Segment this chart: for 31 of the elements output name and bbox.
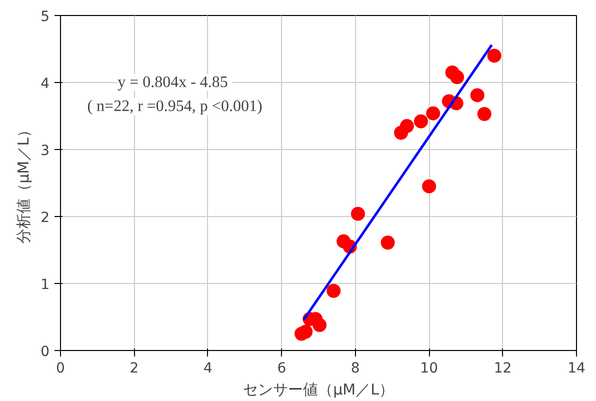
- annotation: y = 0.804x - 4.85: [118, 74, 228, 91]
- y-tick-label: 5: [40, 9, 50, 25]
- y-tick-label: 2: [40, 210, 50, 226]
- point: [414, 114, 428, 128]
- point: [298, 324, 313, 339]
- point: [477, 107, 492, 121]
- point: [400, 119, 414, 134]
- x-tick-label: 0: [56, 360, 65, 376]
- x-tick-label: 12: [494, 360, 512, 376]
- x-tick-label: 6: [277, 360, 286, 376]
- point: [326, 284, 341, 298]
- y-tick-label: 1: [40, 277, 50, 293]
- x-tick-label: 4: [203, 360, 212, 376]
- y-tick-label: 3: [40, 143, 50, 159]
- y-axis-title: 分析値（μM／L）: [14, 122, 33, 244]
- point: [470, 88, 484, 102]
- x-tick-label: 8: [350, 360, 360, 376]
- point: [426, 106, 440, 120]
- y-tick-label: 4: [40, 76, 50, 92]
- x-tick-label: 2: [130, 360, 139, 376]
- point: [312, 318, 327, 332]
- point: [350, 206, 365, 221]
- point: [487, 48, 502, 63]
- x-tick-label: 10: [420, 360, 438, 376]
- point: [422, 179, 436, 194]
- x-axis-title: センサー値（μM／L）: [243, 380, 394, 398]
- point: [450, 70, 464, 84]
- annotation: ( n=22, r =0.954, p <0.001): [87, 98, 262, 116]
- y-tick-label: 0: [40, 344, 50, 360]
- point: [380, 236, 395, 250]
- x-tick-label: 14: [568, 360, 586, 376]
